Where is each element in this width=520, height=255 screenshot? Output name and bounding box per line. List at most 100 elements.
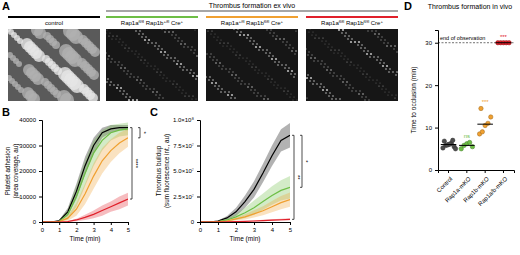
- texture: [275, 82, 276, 83]
- texture: [122, 45, 123, 46]
- texture: [117, 64, 119, 66]
- tick-mark: [39, 197, 42, 198]
- texture: [326, 41, 327, 42]
- group-line: [8, 16, 100, 18]
- texture: [327, 66, 329, 68]
- texture: [142, 33, 144, 35]
- texture: [212, 79, 214, 81]
- texture: [231, 94, 233, 96]
- texture: [153, 88, 155, 90]
- texture: [321, 60, 323, 62]
- x-axis: ControlRap1a-mKORap1b-mKORap1a/b-mKO: [436, 170, 515, 207]
- texture: [325, 44, 326, 45]
- texture: [267, 98, 269, 100]
- texture: [389, 68, 391, 70]
- tick-mark: [435, 128, 438, 129]
- panel-letter: C: [150, 106, 158, 118]
- texture: [277, 64, 279, 66]
- texture: [363, 74, 364, 75]
- significance-label: **: [295, 175, 301, 180]
- texture: [193, 52, 195, 54]
- texture: [310, 77, 312, 79]
- texture: [333, 72, 335, 74]
- tick-label: 4: [110, 227, 114, 233]
- texture: [288, 91, 289, 92]
- texture: [193, 96, 194, 97]
- texture: [214, 37, 215, 38]
- texture: [170, 81, 171, 82]
- micrograph: [206, 29, 298, 101]
- texture: [382, 65, 384, 67]
- tick-mark: [236, 222, 237, 225]
- texture: [340, 75, 342, 77]
- texture: [107, 58, 109, 60]
- texture: [383, 42, 385, 44]
- texture: [142, 57, 143, 58]
- tick-label: 20000: [19, 168, 36, 174]
- tick: 2.5×10⁷: [173, 194, 200, 200]
- texture: [290, 97, 291, 98]
- texture: [396, 71, 398, 73]
- texture: [297, 100, 298, 101]
- texture: [143, 82, 145, 84]
- texture: [320, 83, 322, 85]
- x-axis: 012345: [41, 222, 131, 233]
- tick-mark: [254, 222, 255, 225]
- texture: [110, 81, 112, 83]
- tick-label: 2.5×10⁷: [173, 194, 194, 200]
- texture: [346, 81, 348, 83]
- texture: [148, 63, 149, 64]
- texture: [236, 31, 238, 33]
- texture: [196, 99, 197, 100]
- tick-mark: [76, 222, 77, 225]
- texture: [227, 46, 228, 47]
- texture: [367, 74, 368, 75]
- significance-label: *: [303, 160, 309, 163]
- micrograph: [306, 29, 398, 101]
- label-part: Cre: [169, 20, 181, 26]
- texture: [263, 98, 265, 100]
- texture: [250, 37, 252, 39]
- texture: [186, 69, 188, 71]
- texture: [168, 31, 170, 33]
- texture: [345, 84, 347, 86]
- texture: [287, 94, 288, 95]
- texture: [16, 61, 22, 67]
- texture: [221, 88, 223, 90]
- texture: [285, 44, 287, 46]
- texture: [291, 70, 293, 72]
- label-part: +: [181, 19, 184, 24]
- texture: [269, 32, 271, 34]
- series-line: [200, 187, 290, 222]
- texture: [128, 99, 130, 101]
- plot-area: [42, 123, 128, 222]
- texture: [323, 66, 325, 68]
- texture: [382, 89, 383, 90]
- texture: [161, 72, 162, 73]
- texture: [265, 76, 266, 77]
- texture: [379, 86, 380, 87]
- texture: [328, 95, 330, 97]
- texture: [255, 46, 257, 48]
- texture: [106, 81, 108, 83]
- texture: [70, 79, 84, 93]
- texture: [218, 85, 220, 87]
- texture: [212, 59, 214, 61]
- texture: [344, 35, 346, 37]
- texture: [273, 32, 275, 34]
- texture: [284, 67, 286, 69]
- tick: Rap1a/b-mKO: [477, 170, 509, 207]
- panel-letter: D: [404, 0, 412, 12]
- texture: [253, 40, 255, 42]
- label-part: Cre: [269, 20, 281, 26]
- texture: [342, 53, 343, 54]
- texture: [171, 34, 173, 36]
- texture: [295, 50, 297, 52]
- micrograph-bg: [306, 29, 398, 101]
- texture: [253, 64, 254, 65]
- texture: [158, 69, 159, 70]
- reference-label: end of observation: [440, 35, 485, 41]
- texture: [341, 56, 342, 57]
- texture: [259, 46, 261, 48]
- texture: [159, 94, 161, 96]
